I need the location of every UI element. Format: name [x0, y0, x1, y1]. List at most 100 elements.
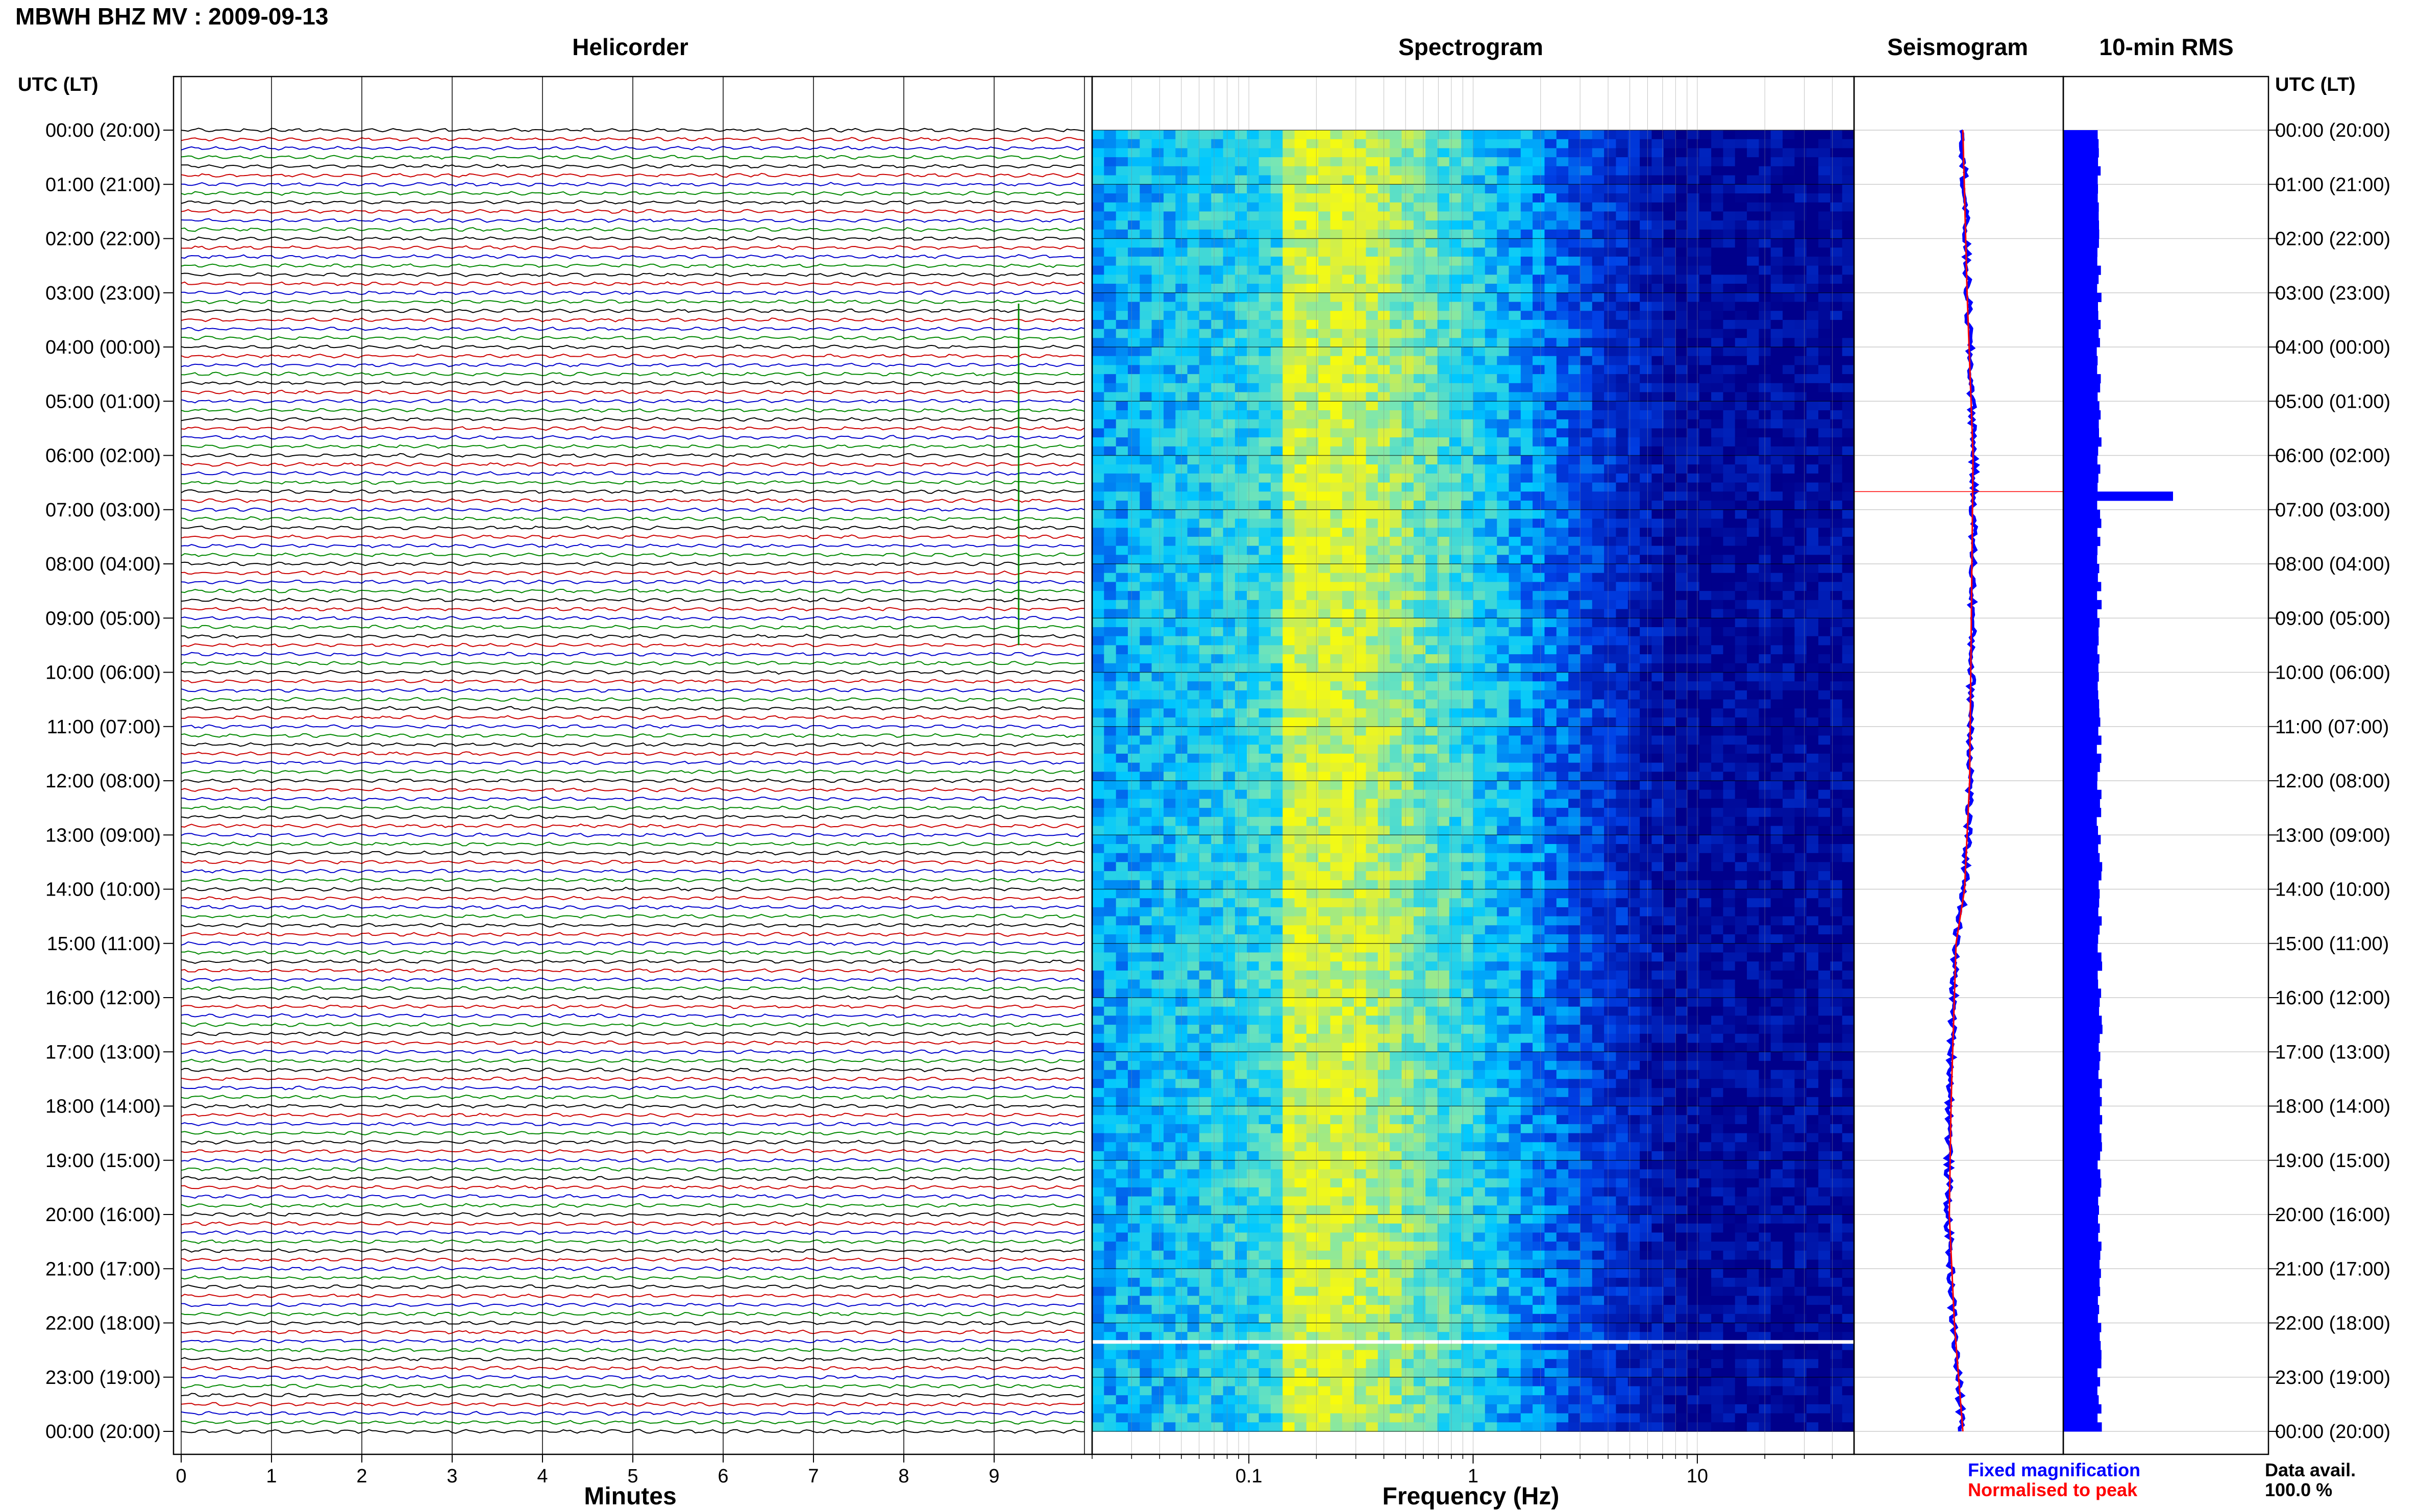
time-label-right: 14:00 (10:00): [2275, 879, 2390, 901]
rms-bar: [2063, 907, 2099, 917]
time-label-right: 09:00 (05:00): [2275, 608, 2390, 629]
rms-bar: [2063, 1115, 2103, 1125]
time-label-left: 09:00 (05:00): [45, 608, 161, 629]
rms-bar: [2063, 789, 2102, 799]
rms-bar: [2063, 130, 2098, 140]
time-label-left: 05:00 (01:00): [45, 391, 161, 412]
rms-bar: [2063, 1341, 2101, 1351]
rms-bar: [2063, 699, 2100, 709]
time-label-right: 15:00 (11:00): [2275, 933, 2389, 955]
rms-bar: [2063, 455, 2097, 465]
rms-bar: [2063, 1043, 2099, 1052]
helicorder-plot: [181, 77, 1085, 1454]
figure-title: MBWH BHZ MV : 2009-09-13: [15, 3, 328, 30]
rms-bar: [2063, 979, 2099, 989]
rms-bar: [2063, 302, 2098, 311]
rms-bar: [2063, 1242, 2102, 1251]
time-label-left: 00:00 (20:00): [45, 120, 161, 141]
rms-bar: [2063, 952, 2102, 962]
seismogram-normalised-trace: [1948, 130, 1974, 1432]
rms-bar: [2063, 311, 2099, 320]
rms-bar: [2063, 799, 2100, 808]
minute-tick-label: 0: [176, 1466, 186, 1487]
rms-bar: [2063, 690, 2099, 700]
rms-bar: [2063, 609, 2097, 618]
rms-bar: [2063, 880, 2099, 889]
time-label-right: 08:00 (04:00): [2275, 554, 2390, 575]
rms-bar: [2063, 464, 2101, 474]
rms-bar: [2063, 175, 2098, 185]
rms-bar: [2063, 1097, 2102, 1106]
rms-bar: [2063, 871, 2102, 881]
time-label-left: 17:00 (13:00): [45, 1042, 161, 1063]
rms-bar: [2063, 645, 2097, 655]
rms-bar: [2063, 1377, 2101, 1386]
rms-bar: [2063, 1079, 2102, 1088]
rms-bar: [2063, 1006, 2100, 1016]
time-label-left: 16:00 (12:00): [45, 987, 161, 1009]
rms-bar: [2063, 672, 2099, 682]
rms-bar: [2063, 1088, 2100, 1098]
rms-bar: [2063, 148, 2099, 158]
rms-bar: [2063, 862, 2103, 872]
rms-bar: [2063, 1070, 2099, 1079]
time-label-left: 22:00 (18:00): [45, 1313, 161, 1334]
legend-fixed: Fixed magnification: [1968, 1459, 2140, 1480]
seismogram-fixed-trace: [1942, 129, 1980, 1432]
rms-bar: [2063, 292, 2102, 302]
rms-bar: [2063, 663, 2099, 673]
time-label-right: 01:00 (21:00): [2275, 174, 2390, 195]
rms-bar: [2063, 717, 2101, 727]
time-label-right: 21:00 (17:00): [2275, 1258, 2390, 1280]
minute-tick-label: 9: [989, 1466, 999, 1487]
rms-bar: [2063, 1205, 2099, 1215]
rms-bar: [2063, 482, 2098, 492]
rms-bar: [2063, 347, 2097, 357]
rms-bar: [2063, 446, 2099, 456]
time-label-right: 17:00 (13:00): [2275, 1042, 2390, 1063]
time-label-left: 14:00 (10:00): [45, 879, 161, 901]
rms-bar: [2063, 681, 2098, 691]
spectrogram-header: Spectrogram: [1398, 34, 1543, 60]
rms-bar: [2063, 319, 2101, 330]
rms-bar: [2063, 781, 2097, 790]
frequency-tick-label: 0.1: [1236, 1466, 1263, 1487]
rms-bar: [2063, 762, 2100, 772]
rms-bar: [2063, 1033, 2100, 1043]
minute-tick-label: 3: [447, 1466, 457, 1487]
rms-bar: [2063, 1015, 2102, 1025]
rms-bar: [2063, 618, 2100, 628]
rms-bar: [2063, 275, 2099, 284]
legend-normalised: Normalised to peak: [1968, 1479, 2138, 1500]
time-label-left: 02:00 (22:00): [45, 229, 161, 250]
rms-bar: [2063, 509, 2101, 519]
rms-bar: [2063, 988, 2102, 998]
rms-bar: [2063, 934, 2099, 944]
rms-bar: [2063, 1178, 2102, 1188]
time-label-left: 15:00 (11:00): [47, 933, 161, 955]
rms-bar: [2063, 970, 2098, 980]
rms-bar: [2063, 139, 2099, 148]
rms-bar: [2063, 1404, 2102, 1414]
time-label-right: 23:00 (19:00): [2275, 1367, 2390, 1389]
data-avail-label: Data avail.: [2265, 1459, 2356, 1480]
time-label-left: 12:00 (08:00): [45, 771, 161, 792]
time-label-left: 11:00 (07:00): [47, 716, 161, 738]
minute-tick-label: 2: [356, 1466, 367, 1487]
rms-bar: [2063, 1061, 2100, 1071]
time-label-left: 20:00 (16:00): [45, 1204, 161, 1226]
rms-bar: [2063, 184, 2098, 194]
time-label-right: 22:00 (18:00): [2275, 1313, 2390, 1334]
rms-bar: [2063, 1313, 2098, 1323]
rms-bar: [2063, 1160, 2098, 1170]
rms-bar: [2063, 844, 2099, 854]
rms-bar: [2063, 835, 2101, 845]
rms-bar: [2063, 1350, 2102, 1359]
rms-bar: [2063, 1052, 2101, 1061]
rms-bar: [2063, 536, 2101, 547]
time-label-left: 23:00 (19:00): [45, 1367, 161, 1389]
time-label-right: 07:00 (03:00): [2275, 500, 2390, 521]
rms-bar: [2063, 329, 2099, 338]
rms-bar: [2063, 898, 2100, 908]
rms-bar: [2063, 528, 2097, 537]
